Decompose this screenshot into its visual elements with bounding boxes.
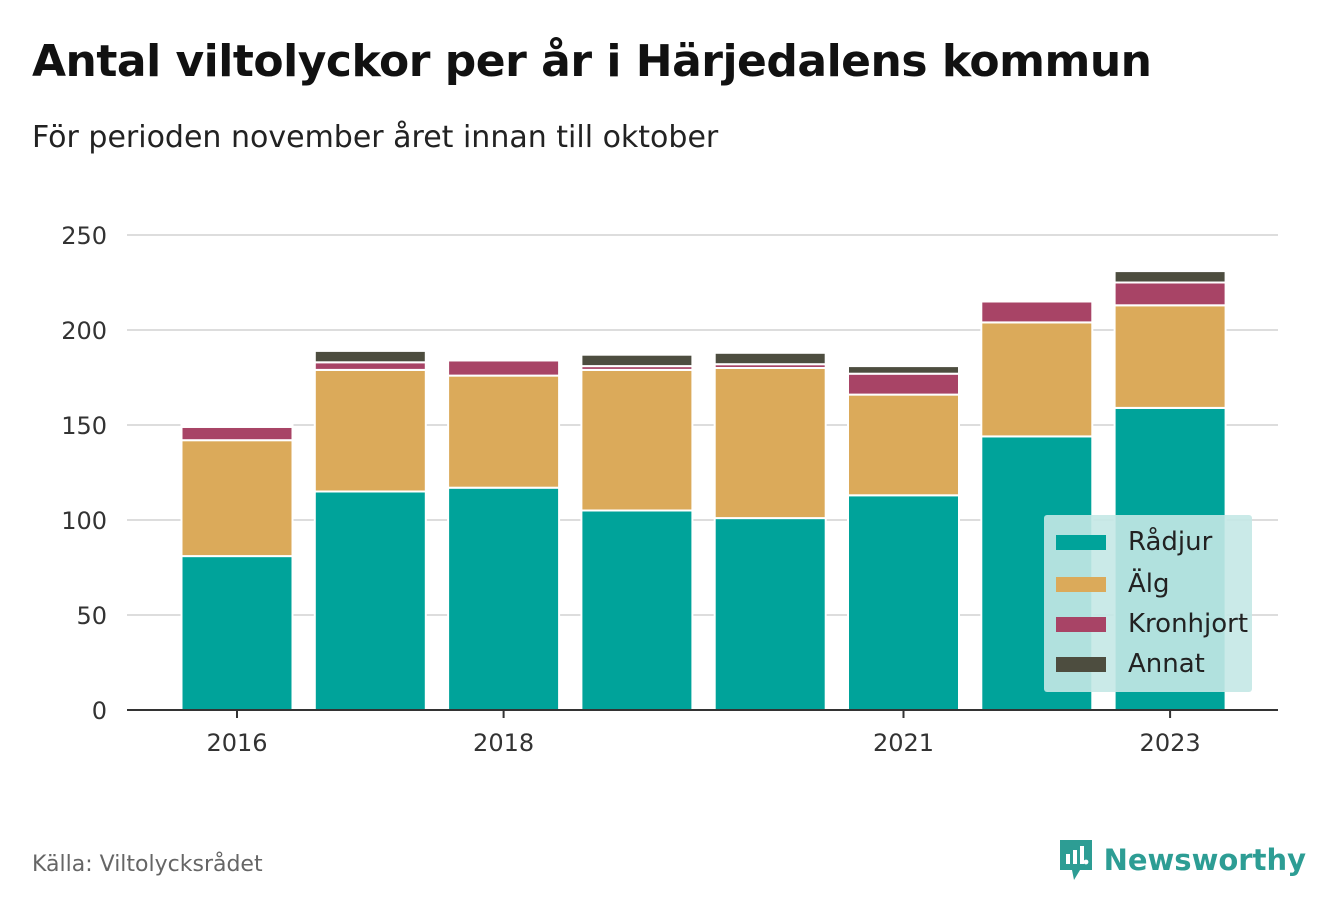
bar-2023-1	[1113, 304, 1227, 409]
bar-2021-1	[847, 393, 960, 497]
legend-swatch-alg	[1056, 576, 1106, 592]
bar-2016-3	[180, 424, 294, 428]
legend-label-alg: Älg	[1128, 569, 1170, 599]
x-tick-label-2023: 2023	[1140, 729, 1201, 757]
bar-2018-1	[447, 374, 561, 489]
bar-2023-3	[1113, 270, 1227, 284]
legend-item-annat: Annat	[1056, 649, 1205, 679]
brand-name: Newsworthy	[1103, 843, 1306, 877]
bar-2016-1	[180, 439, 294, 558]
chart-title: Antal viltolyckor per år i Härjedalens k…	[32, 36, 1152, 87]
bar-2021-0	[847, 494, 960, 711]
bar-2021-3	[847, 365, 960, 375]
bar-2017-1	[313, 368, 427, 493]
bar-2019-0	[580, 509, 694, 711]
newsworthy-icon	[1059, 840, 1092, 880]
legend-item-kronhjort: Kronhjort	[1056, 609, 1248, 639]
bar-2016-0	[180, 555, 294, 711]
bar-2017-2	[313, 361, 427, 371]
legend-label-radjur: Rådjur	[1128, 527, 1213, 557]
bar-2016-2	[180, 425, 294, 442]
x-tick-label-2021: 2021	[873, 729, 934, 757]
legend-label-annat: Annat	[1128, 649, 1205, 679]
bar-2017-0	[313, 490, 427, 711]
x-tick-label-2016: 2016	[206, 729, 267, 757]
x-tick-label-2018: 2018	[473, 729, 534, 757]
source-note: Källa: Viltolycksrådet	[32, 852, 263, 877]
bar-2018-0	[447, 486, 561, 712]
y-tick-label-200: 200	[61, 317, 107, 345]
bar-2022-2	[980, 300, 1094, 324]
legend-item-alg: Älg	[1056, 569, 1170, 599]
bar-2018-3	[447, 357, 561, 362]
legend-label-kronhjort: Kronhjort	[1128, 609, 1249, 639]
bar-2019-1	[580, 368, 694, 512]
y-tick-label-250: 250	[61, 222, 107, 250]
legend-swatch-kronhjort	[1056, 616, 1106, 632]
bar-2022-3	[980, 298, 1094, 303]
bar-2019-3	[580, 353, 694, 368]
bar-2020-3	[713, 351, 827, 366]
bar-2018-2	[447, 359, 561, 377]
bar-2021-2	[847, 372, 960, 396]
bar-2017-3	[313, 349, 427, 364]
legend-swatch-annat	[1056, 656, 1106, 672]
y-tick-label-100: 100	[61, 507, 107, 535]
y-tick-label-0: 0	[92, 697, 107, 725]
bar-2022-1	[980, 321, 1094, 438]
chart-subtitle: För perioden november året innan till ok…	[32, 120, 719, 155]
y-tick-label-150: 150	[61, 412, 107, 440]
chart-legend: Rådjur Älg Kronhjort Annat	[1044, 515, 1252, 692]
bar-2023-2	[1113, 281, 1227, 307]
bar-2020-1	[713, 367, 827, 520]
legend-swatch-radjur	[1056, 534, 1106, 550]
bar-2020-0	[713, 517, 827, 711]
newsworthy-logo[interactable]: Newsworthy	[1058, 838, 1306, 882]
legend-item-radjur: Rådjur	[1056, 527, 1212, 557]
y-tick-label-50: 50	[76, 602, 107, 630]
